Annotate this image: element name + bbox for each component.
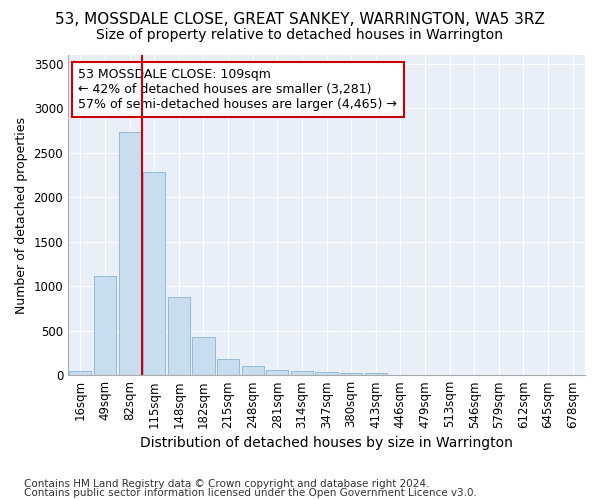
Bar — [340, 372, 362, 375]
Y-axis label: Number of detached properties: Number of detached properties — [15, 116, 28, 314]
Bar — [143, 172, 165, 375]
Bar — [217, 358, 239, 375]
Bar — [365, 373, 387, 375]
Bar — [242, 366, 264, 375]
Text: Size of property relative to detached houses in Warrington: Size of property relative to detached ho… — [97, 28, 503, 42]
Text: Contains public sector information licensed under the Open Government Licence v3: Contains public sector information licen… — [24, 488, 477, 498]
Bar — [119, 132, 140, 375]
Text: 53 MOSSDALE CLOSE: 109sqm
← 42% of detached houses are smaller (3,281)
57% of se: 53 MOSSDALE CLOSE: 109sqm ← 42% of detac… — [79, 68, 397, 111]
Bar — [291, 371, 313, 375]
Bar — [69, 370, 91, 375]
Bar — [266, 370, 289, 375]
X-axis label: Distribution of detached houses by size in Warrington: Distribution of detached houses by size … — [140, 436, 513, 450]
Bar — [316, 372, 338, 375]
Bar — [94, 276, 116, 375]
Bar — [168, 297, 190, 375]
Bar — [193, 337, 215, 375]
Text: 53, MOSSDALE CLOSE, GREAT SANKEY, WARRINGTON, WA5 3RZ: 53, MOSSDALE CLOSE, GREAT SANKEY, WARRIN… — [55, 12, 545, 28]
Text: Contains HM Land Registry data © Crown copyright and database right 2024.: Contains HM Land Registry data © Crown c… — [24, 479, 430, 489]
